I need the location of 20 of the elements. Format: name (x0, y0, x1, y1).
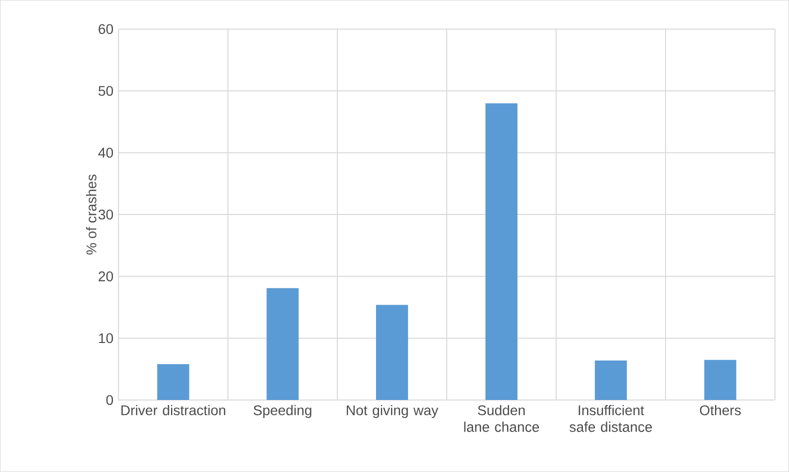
y-tick-label: 0 (106, 395, 114, 406)
bar (704, 360, 736, 400)
x-tick-label: Insufficient safe distance (570, 405, 652, 432)
x-tick-label: Speeding (254, 405, 312, 418)
bar (594, 360, 627, 400)
y-tick-label: 10 (99, 333, 114, 344)
x-tick-label: Sudden lane chance (464, 405, 539, 432)
y-tick-label: 20 (98, 272, 114, 282)
x-tick-label: Driver distraction (121, 405, 226, 416)
y-tick-label: 30 (98, 210, 114, 220)
bar (266, 288, 299, 400)
bar (376, 304, 408, 400)
bar (485, 103, 518, 400)
y-tick-label: 60 (98, 24, 114, 34)
x-tick-label: Others (700, 405, 741, 416)
x-tick-label: Not giving way (346, 405, 438, 418)
y-tick-label: 40 (98, 148, 114, 158)
y-axis-title: % of crashes (86, 174, 96, 255)
bar (157, 364, 190, 400)
y-tick-label: 50 (98, 86, 114, 96)
